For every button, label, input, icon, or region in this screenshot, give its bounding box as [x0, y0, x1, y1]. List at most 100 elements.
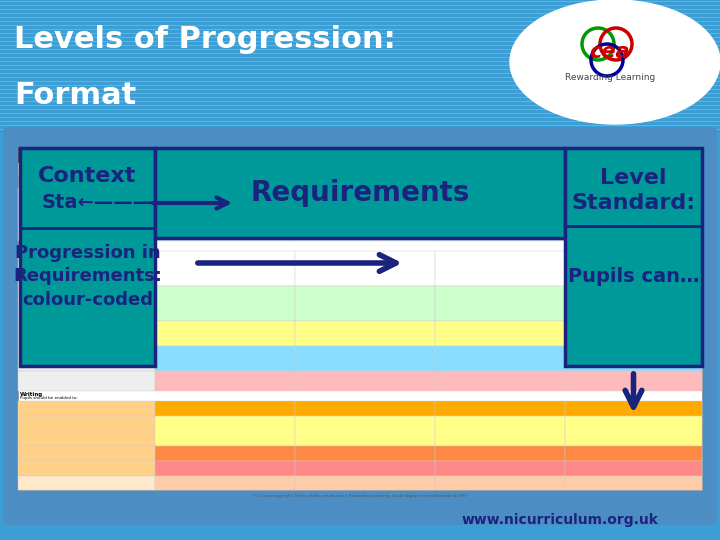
Bar: [565, 187, 702, 196]
Bar: [295, 187, 435, 196]
Text: Context: Context: [38, 166, 137, 186]
Bar: [295, 461, 435, 476]
Bar: [18, 321, 155, 346]
Bar: [18, 148, 702, 490]
Bar: [18, 205, 155, 214]
Bar: [18, 214, 155, 223]
Bar: [565, 251, 702, 286]
Bar: [295, 223, 435, 232]
Bar: [565, 196, 702, 205]
Text: Levels of Progression:: Levels of Progression:: [14, 25, 396, 55]
Bar: [435, 321, 565, 346]
Bar: [155, 416, 295, 446]
Text: Progression in: Progression in: [14, 244, 161, 262]
Text: The colours used in this document provide a means by which progression in the re: The colours used in this document provid…: [251, 156, 469, 160]
Bar: [435, 187, 565, 196]
Text: Reading: Reading: [20, 242, 45, 247]
Ellipse shape: [510, 0, 720, 124]
Bar: [155, 196, 295, 205]
Text: Rewarding Learning: Rewarding Learning: [565, 73, 655, 83]
Bar: [435, 476, 565, 490]
Text: Sta←———: Sta←———: [42, 193, 153, 213]
Bar: [435, 371, 565, 391]
Bar: [435, 446, 565, 461]
Text: Requirements:: Requirements:: [13, 267, 162, 285]
Text: Level 2: Level 2: [356, 167, 374, 172]
Bar: [295, 476, 435, 490]
Bar: [155, 346, 295, 371]
Text: cea: cea: [590, 42, 630, 62]
Bar: [155, 232, 295, 241]
Bar: [155, 251, 295, 286]
Bar: [435, 251, 565, 286]
Bar: [295, 446, 435, 461]
Bar: [155, 476, 295, 490]
Bar: [295, 416, 435, 446]
Bar: [0, 0, 720, 130]
FancyBboxPatch shape: [155, 148, 565, 238]
Bar: [295, 346, 435, 371]
Bar: [155, 461, 295, 476]
Text: Pupils should be enabled to:: Pupils should be enabled to:: [20, 246, 78, 250]
Bar: [435, 232, 565, 241]
Bar: [435, 346, 565, 371]
Bar: [18, 446, 155, 461]
Text: colour-coded: colour-coded: [22, 291, 153, 309]
Bar: [18, 416, 155, 446]
Bar: [18, 286, 155, 321]
Bar: [295, 196, 435, 205]
Bar: [565, 205, 702, 214]
Bar: [565, 214, 702, 223]
Bar: [565, 223, 702, 232]
Bar: [565, 371, 702, 391]
Bar: [155, 321, 295, 346]
Bar: [18, 187, 155, 196]
Bar: [565, 321, 702, 346]
Bar: [155, 205, 295, 214]
Bar: [295, 232, 435, 241]
Bar: [155, 223, 295, 232]
Bar: [565, 476, 702, 490]
Bar: [18, 223, 155, 232]
Bar: [18, 401, 155, 416]
Bar: [435, 401, 565, 416]
Bar: [295, 251, 435, 286]
Bar: [565, 446, 702, 461]
Bar: [565, 461, 702, 476]
Bar: [155, 187, 295, 196]
Bar: [435, 461, 565, 476]
FancyBboxPatch shape: [20, 148, 155, 366]
Bar: [295, 371, 435, 391]
Text: Level Standard: Level Standard: [613, 167, 653, 172]
Text: Format: Format: [14, 80, 136, 110]
Bar: [295, 401, 435, 416]
Bar: [565, 401, 702, 416]
Bar: [435, 214, 565, 223]
Bar: [18, 177, 702, 187]
Bar: [295, 321, 435, 346]
Text: Writing: Writing: [20, 392, 43, 397]
Bar: [295, 214, 435, 223]
Text: Level 1: Level 1: [215, 167, 235, 172]
Bar: [435, 286, 565, 321]
Text: Pupils can…: Pupils can…: [568, 267, 699, 286]
Bar: [435, 416, 565, 446]
Bar: [18, 163, 702, 177]
Bar: [565, 232, 702, 241]
Text: Level 3: Level 3: [490, 167, 509, 172]
Bar: [18, 371, 155, 391]
Bar: [565, 416, 702, 446]
Bar: [18, 196, 155, 205]
Text: Standard:: Standard:: [572, 193, 696, 213]
Bar: [155, 286, 295, 321]
Bar: [155, 446, 295, 461]
Bar: [18, 461, 155, 476]
Text: © Crown copyright. These drafts are advisory. Rewarding Learning. Usual digital : © Crown copyright. These drafts are advi…: [253, 494, 467, 498]
Text: Level: Level: [600, 168, 667, 188]
Bar: [18, 148, 702, 163]
Text: Requirements for: Requirements for: [63, 167, 109, 172]
Bar: [295, 286, 435, 321]
Bar: [18, 251, 155, 286]
Bar: [435, 205, 565, 214]
Text: Pupils should be enabled to:: Pupils should be enabled to:: [20, 396, 78, 400]
